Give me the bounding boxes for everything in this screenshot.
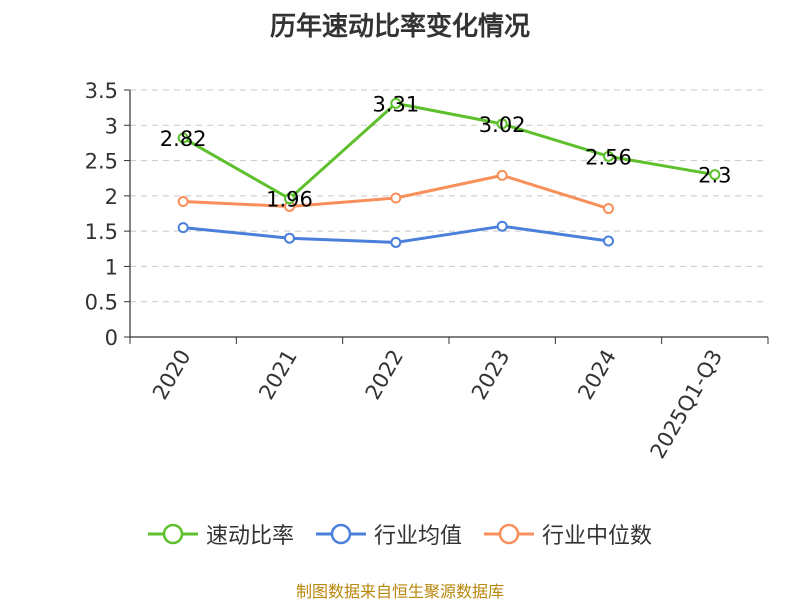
legend-item[interactable]: 行业中位数 [484, 518, 652, 550]
data-point [284, 232, 295, 244]
series-lines [177, 97, 721, 248]
y-tick-label: 1.5 [85, 220, 118, 244]
data-label: 3.02 [479, 113, 526, 137]
data-point [390, 192, 402, 204]
y-tick-label: 0 [105, 326, 118, 350]
legend-swatch-icon [315, 523, 366, 545]
legend-item[interactable]: 行业均值 [315, 518, 462, 550]
data-point [603, 150, 614, 162]
legend-label: 速动比率 [205, 524, 294, 549]
data-label: 2.56 [585, 145, 632, 169]
y-tick-label: 2 [105, 185, 118, 209]
series-line [182, 101, 716, 201]
data-labels: 2.82 1.96 3.31 3.02 2.56 2.3 [160, 92, 732, 211]
data-point [496, 118, 508, 130]
x-tick-label: 2023 [467, 345, 515, 403]
data-point [709, 169, 721, 181]
legend: 速动比率 行业均值 行业中位数 [0, 518, 800, 550]
source-note: 制图数据来自恒生聚源数据库 [295, 582, 504, 601]
grid-lines [130, 89, 768, 303]
data-point [496, 220, 508, 232]
x-tick-label: 2020 [148, 346, 196, 404]
legend-swatch-icon [484, 523, 534, 545]
data-label: 1.96 [266, 188, 313, 212]
data-point [496, 169, 508, 181]
y-tick-label: 2.5 [85, 150, 118, 174]
data-label: 2.82 [160, 127, 207, 151]
legend-label: 行业中位数 [542, 524, 653, 549]
data-point [603, 203, 614, 215]
data-point [284, 193, 295, 205]
x-tick-label: 2021 [254, 346, 302, 404]
chart-title: 历年速动比率变化情况 [269, 12, 530, 42]
x-tick-label: 2024 [573, 346, 621, 404]
legend-item[interactable]: 速动比率 [147, 518, 294, 550]
x-tick-label: 2022 [361, 346, 409, 404]
y-tick-label: 3 [105, 114, 118, 138]
data-point [603, 235, 614, 247]
data-point [177, 132, 189, 144]
data-point [390, 97, 402, 109]
legend-label: 行业均值 [373, 524, 462, 549]
data-point [177, 196, 189, 208]
y-tick-label: 0.5 [85, 291, 118, 315]
x-tick-label: 2025Q1-Q3 [646, 346, 728, 463]
data-label: 3.31 [372, 92, 419, 116]
y-tick-label: 3.5 [85, 79, 118, 103]
data-point [177, 222, 189, 234]
data-label: 2.3 [698, 164, 731, 188]
y-tick-label: 1 [105, 255, 118, 279]
legend-swatch-icon [147, 523, 198, 545]
series-line [183, 173, 609, 210]
data-point [390, 236, 402, 248]
